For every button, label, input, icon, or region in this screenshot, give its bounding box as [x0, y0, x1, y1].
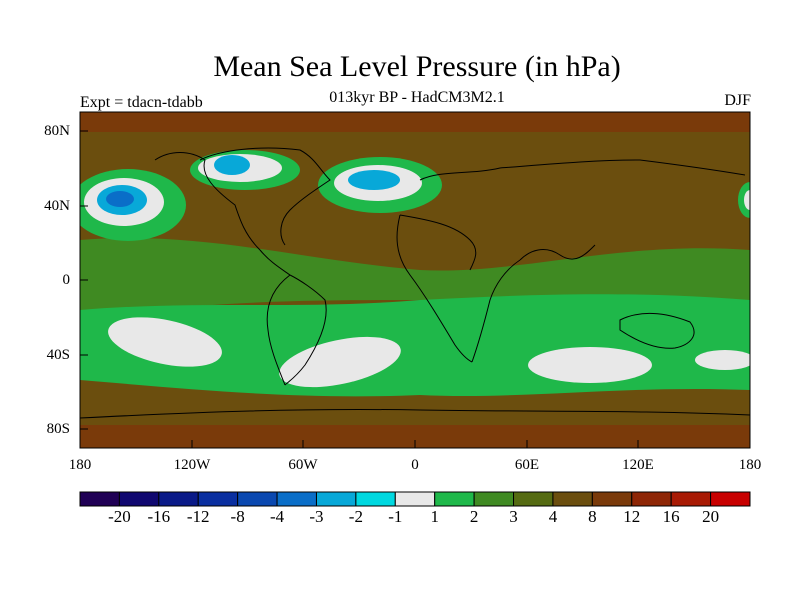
colorbar-label: 16 — [662, 507, 680, 526]
y-tick-label: 40S — [46, 347, 70, 363]
colorbar-swatch — [670, 491, 712, 507]
colorbar-label: -3 — [309, 507, 324, 526]
experiment-label: Expt = tdacn-tdabb — [80, 94, 203, 111]
colorbar-label: -16 — [147, 507, 171, 526]
x-tick-label: 0 — [411, 457, 419, 473]
colorbar-label: 3 — [509, 507, 518, 526]
colorbar-swatch — [158, 491, 199, 507]
colorbar-label: -2 — [348, 507, 363, 526]
x-tick-label: 60W — [288, 457, 318, 473]
colorbar-label: -12 — [186, 507, 210, 526]
colorbar-swatch — [276, 491, 317, 507]
colorbar-swatch — [315, 491, 357, 507]
x-tick-label: 120E — [622, 457, 654, 473]
x-tick-label: 180 — [738, 457, 762, 473]
y-tick-label: 80S — [46, 421, 70, 437]
y-tick-label: 0 — [62, 272, 71, 288]
colorbar-swatch — [394, 491, 436, 507]
pressure-field — [80, 112, 750, 448]
colorbar-swatch — [710, 491, 751, 507]
coastlines — [80, 147, 750, 419]
map-subtitle: 013kyr BP - HadCM3M2.1 — [329, 89, 505, 106]
colorbar-label: -8 — [230, 507, 245, 526]
map-title: Mean Sea Level Pressure (in hPa) — [213, 50, 621, 83]
x-tick-label: 180 — [68, 457, 92, 473]
colorbar — [79, 491, 751, 507]
colorbar-swatch — [79, 491, 120, 507]
x-tick-label: 120W — [173, 457, 211, 473]
y-tick-label: 40N — [44, 198, 70, 214]
colorbar-swatch — [513, 491, 554, 507]
colorbar-swatch — [552, 491, 593, 507]
colorbar-label: 1 — [430, 507, 439, 526]
colorbar-label: -20 — [108, 507, 131, 526]
colorbar-label: 20 — [702, 507, 720, 526]
colorbar-swatch — [355, 491, 396, 507]
colorbar-swatch — [434, 491, 475, 507]
colorbar-swatch — [237, 491, 278, 507]
colorbar-label: -1 — [388, 507, 403, 526]
colorbar-label: 4 — [548, 507, 558, 526]
tick-marks — [79, 130, 751, 448]
colorbar-label: -4 — [269, 507, 285, 526]
colorbar-swatch — [631, 491, 672, 507]
colorbar-swatch — [473, 491, 515, 507]
colorbar-label: 2 — [469, 507, 479, 526]
colorbar-label: 12 — [623, 507, 641, 526]
y-tick-label: 80N — [44, 123, 70, 139]
colorbar-label: 8 — [588, 507, 597, 526]
colorbar-swatch — [118, 491, 160, 507]
season-label: DJF — [724, 92, 751, 109]
x-tick-label: 60E — [514, 457, 540, 473]
colorbar-swatch — [197, 491, 239, 507]
colorbar-swatch — [591, 491, 633, 507]
